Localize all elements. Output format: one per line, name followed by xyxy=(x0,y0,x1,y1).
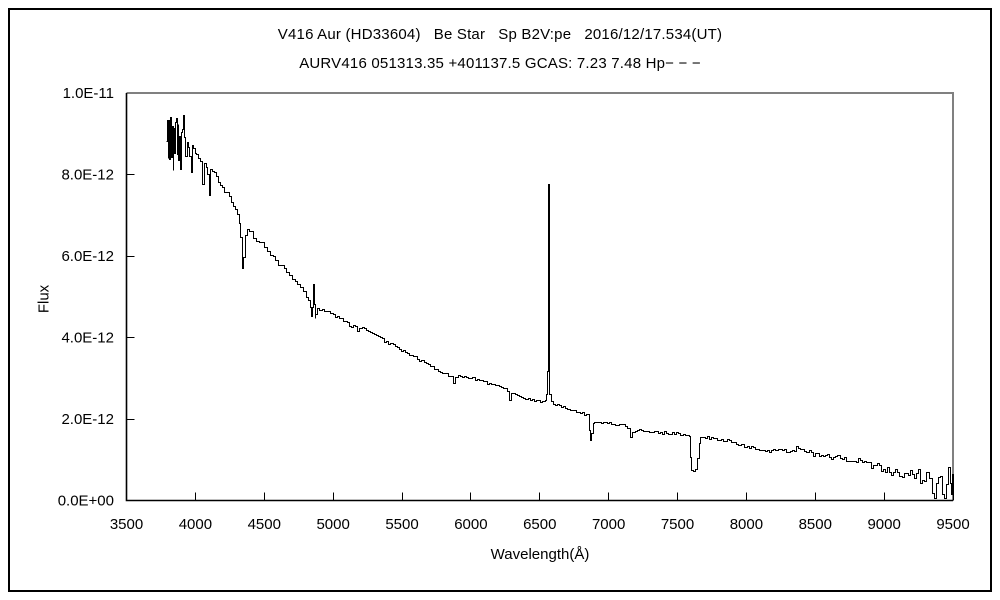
x-tick-label: 6000 xyxy=(454,516,487,533)
x-tick-label: 9500 xyxy=(936,516,969,533)
y-tick-label: 0.0E+00 xyxy=(58,493,114,510)
x-tick-label: 5000 xyxy=(316,516,349,533)
x-tick-label: 8000 xyxy=(730,516,763,533)
y-tick-label: 8.0E-12 xyxy=(61,167,114,184)
x-tick-label: 7000 xyxy=(592,516,625,533)
x-tick-label: 3500 xyxy=(110,516,143,533)
y-tick-label: 6.0E-12 xyxy=(61,248,114,265)
y-tick-label: 4.0E-12 xyxy=(61,330,114,347)
x-tick-label: 4500 xyxy=(248,516,281,533)
x-tick-label: 9000 xyxy=(867,516,900,533)
x-tick-label: 5500 xyxy=(385,516,418,533)
x-tick-label: 4000 xyxy=(179,516,212,533)
x-tick-label: 7500 xyxy=(661,516,694,533)
chart-subtitle: AURV416 051313.35 +401137.5 GCAS: 7.23 7… xyxy=(299,55,701,72)
y-tick-label: 1.0E-11 xyxy=(63,85,114,102)
x-tick-label: 6500 xyxy=(523,516,556,533)
x-axis-title: Wavelength(Å) xyxy=(490,546,590,563)
chart-title: V416 Aur (HD33604) Be Star Sp B2V:pe 201… xyxy=(277,26,723,43)
x-tick-label: 8500 xyxy=(799,516,832,533)
plot-axes xyxy=(125,93,953,502)
plot-frame xyxy=(126,92,954,501)
spectrum-trace xyxy=(166,115,954,499)
y-tick-label: 2.0E-12 xyxy=(61,411,114,428)
